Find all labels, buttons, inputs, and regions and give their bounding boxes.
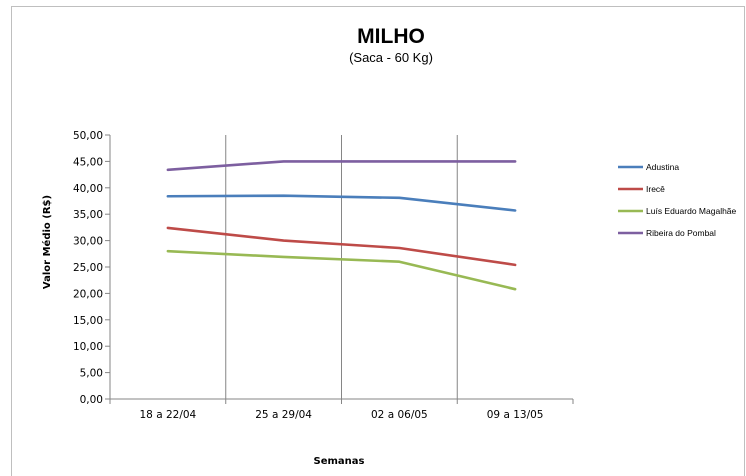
axes [105, 134, 574, 404]
series-lines [166, 160, 517, 291]
y-tick-label: 35,00 [73, 209, 103, 221]
legend-label: Adustina [646, 162, 679, 172]
y-tick-label: 0,00 [80, 394, 103, 406]
x-tick-label: 18 a 22/04 [140, 409, 197, 421]
series-line-adustina [166, 194, 517, 212]
y-tick-label: 50,00 [73, 130, 103, 142]
y-tick-label: 10,00 [73, 341, 103, 353]
y-axis-title: Valor Médio (R$) [41, 195, 53, 289]
y-tick-label: 30,00 [73, 236, 103, 248]
y-tick-labels: 0,00 5,00 10,00 15,00 20,00 25,00 30,00 35,00 40… [73, 130, 103, 406]
x-tick-label: 02 a 06/05 [371, 409, 428, 421]
gridlines [225, 135, 458, 399]
legend-label: Ribeira do Pombal [646, 228, 716, 238]
legend-label: Luís Eduardo Magalhãe [646, 206, 737, 216]
series-line-luis-eduardo-magalhae [166, 249, 517, 291]
x-tick-label: 25 a 29/04 [255, 409, 312, 421]
y-tick-label: 45,00 [73, 156, 103, 168]
y-tick-label: 40,00 [73, 183, 103, 195]
chart-subtitle: (Saca - 60 Kg) [349, 50, 433, 65]
series-line-irece [166, 226, 517, 267]
x-tick-label: 09 a 13/05 [487, 409, 544, 421]
y-tick-label: 25,00 [73, 262, 103, 274]
line-chart: MILHO (Saca - 60 Kg) 0,00 5,00 10,00 15,00 2… [41, 25, 737, 466]
y-tick-label: 5,00 [80, 368, 103, 380]
legend: Adustina Irecê Luís Eduardo Magalhãe Ribeir… [618, 162, 737, 238]
y-tick-label: 15,00 [73, 315, 103, 327]
chart-title: MILHO [357, 25, 425, 48]
chart-frame [11, 6, 745, 476]
legend-label: Irecê [646, 184, 665, 194]
x-tick-labels: 18 a 22/04 25 a 29/04 02 a 06/05 09 a 13/05 [140, 409, 544, 421]
y-tick-label: 20,00 [73, 288, 103, 300]
series-line-ribeira-do-pombal [166, 160, 517, 172]
x-axis-title: Semanas [314, 456, 365, 466]
